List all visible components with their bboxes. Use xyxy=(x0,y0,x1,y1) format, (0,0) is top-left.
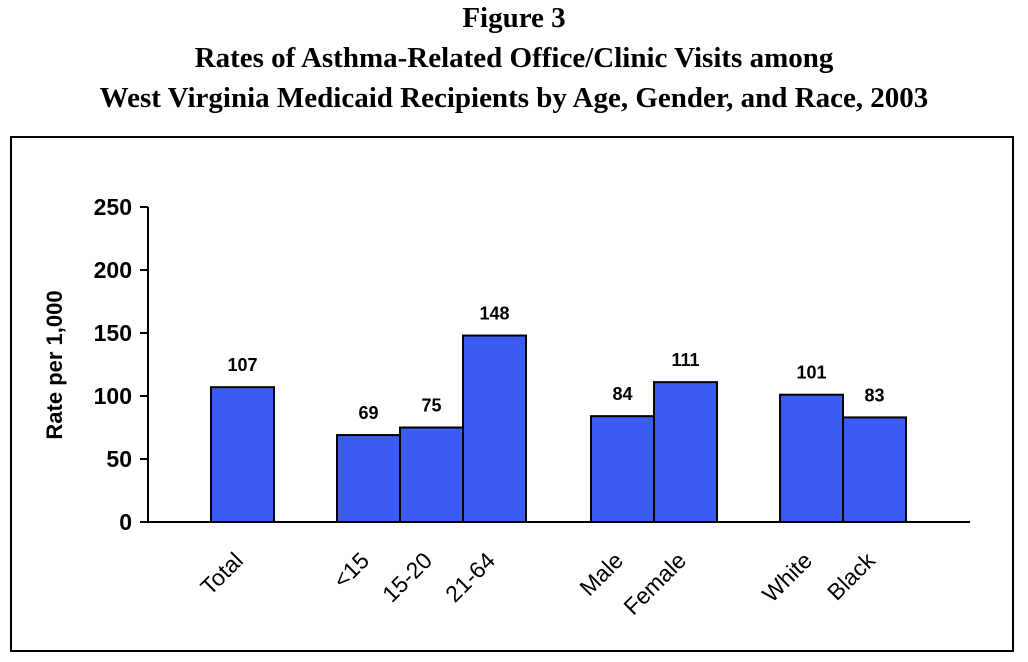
figure-title-block: Figure 3 Rates of Asthma-Related Office/… xyxy=(0,0,1028,118)
y-tick-label-5: 250 xyxy=(94,194,132,220)
data-label-2: 75 xyxy=(421,396,441,416)
figure-label: Figure 3 xyxy=(462,2,566,34)
y-tick-label-4: 200 xyxy=(94,257,132,283)
bar-3 xyxy=(462,334,527,523)
category-label-1: <15 xyxy=(328,547,374,593)
category-label-4: Male xyxy=(574,547,628,601)
category-label-7: Black xyxy=(822,547,881,606)
bar-5 xyxy=(653,381,718,524)
y-tick-label-0: 0 xyxy=(119,509,132,535)
data-label-3: 148 xyxy=(479,304,509,324)
chart-title-line-2: West Virginia Medicaid Recipients by Age… xyxy=(99,82,929,114)
bar-1 xyxy=(336,434,401,523)
data-label-5: 111 xyxy=(671,350,699,370)
y-axis-label: Rate per 1,000 xyxy=(42,290,67,439)
category-label-0: Total xyxy=(195,547,248,600)
bars-layer xyxy=(210,334,907,524)
data-label-6: 101 xyxy=(796,363,826,383)
bar-6 xyxy=(779,393,844,523)
data-label-0: 107 xyxy=(227,355,257,375)
y-tick-label-1: 50 xyxy=(106,446,132,472)
chart-frame xyxy=(10,136,1014,652)
y-tick-label-2: 100 xyxy=(94,383,132,409)
data-label-1: 69 xyxy=(358,403,378,423)
category-label-3: 21-64 xyxy=(440,547,500,607)
bar-4 xyxy=(590,415,655,523)
chart-title-line-1: Rates of Asthma-Related Office/Clinic Vi… xyxy=(194,42,834,74)
data-label-4: 84 xyxy=(612,384,632,404)
bar-0 xyxy=(210,386,275,523)
bar-7 xyxy=(842,416,907,524)
y-tick-label-3: 150 xyxy=(94,320,132,346)
axes-layer xyxy=(140,206,970,523)
category-label-6: White xyxy=(757,547,817,607)
category-label-2: 15-20 xyxy=(377,547,437,607)
data-label-7: 83 xyxy=(864,385,884,405)
category-label-5: Female xyxy=(618,547,691,620)
bar-2 xyxy=(399,426,464,523)
